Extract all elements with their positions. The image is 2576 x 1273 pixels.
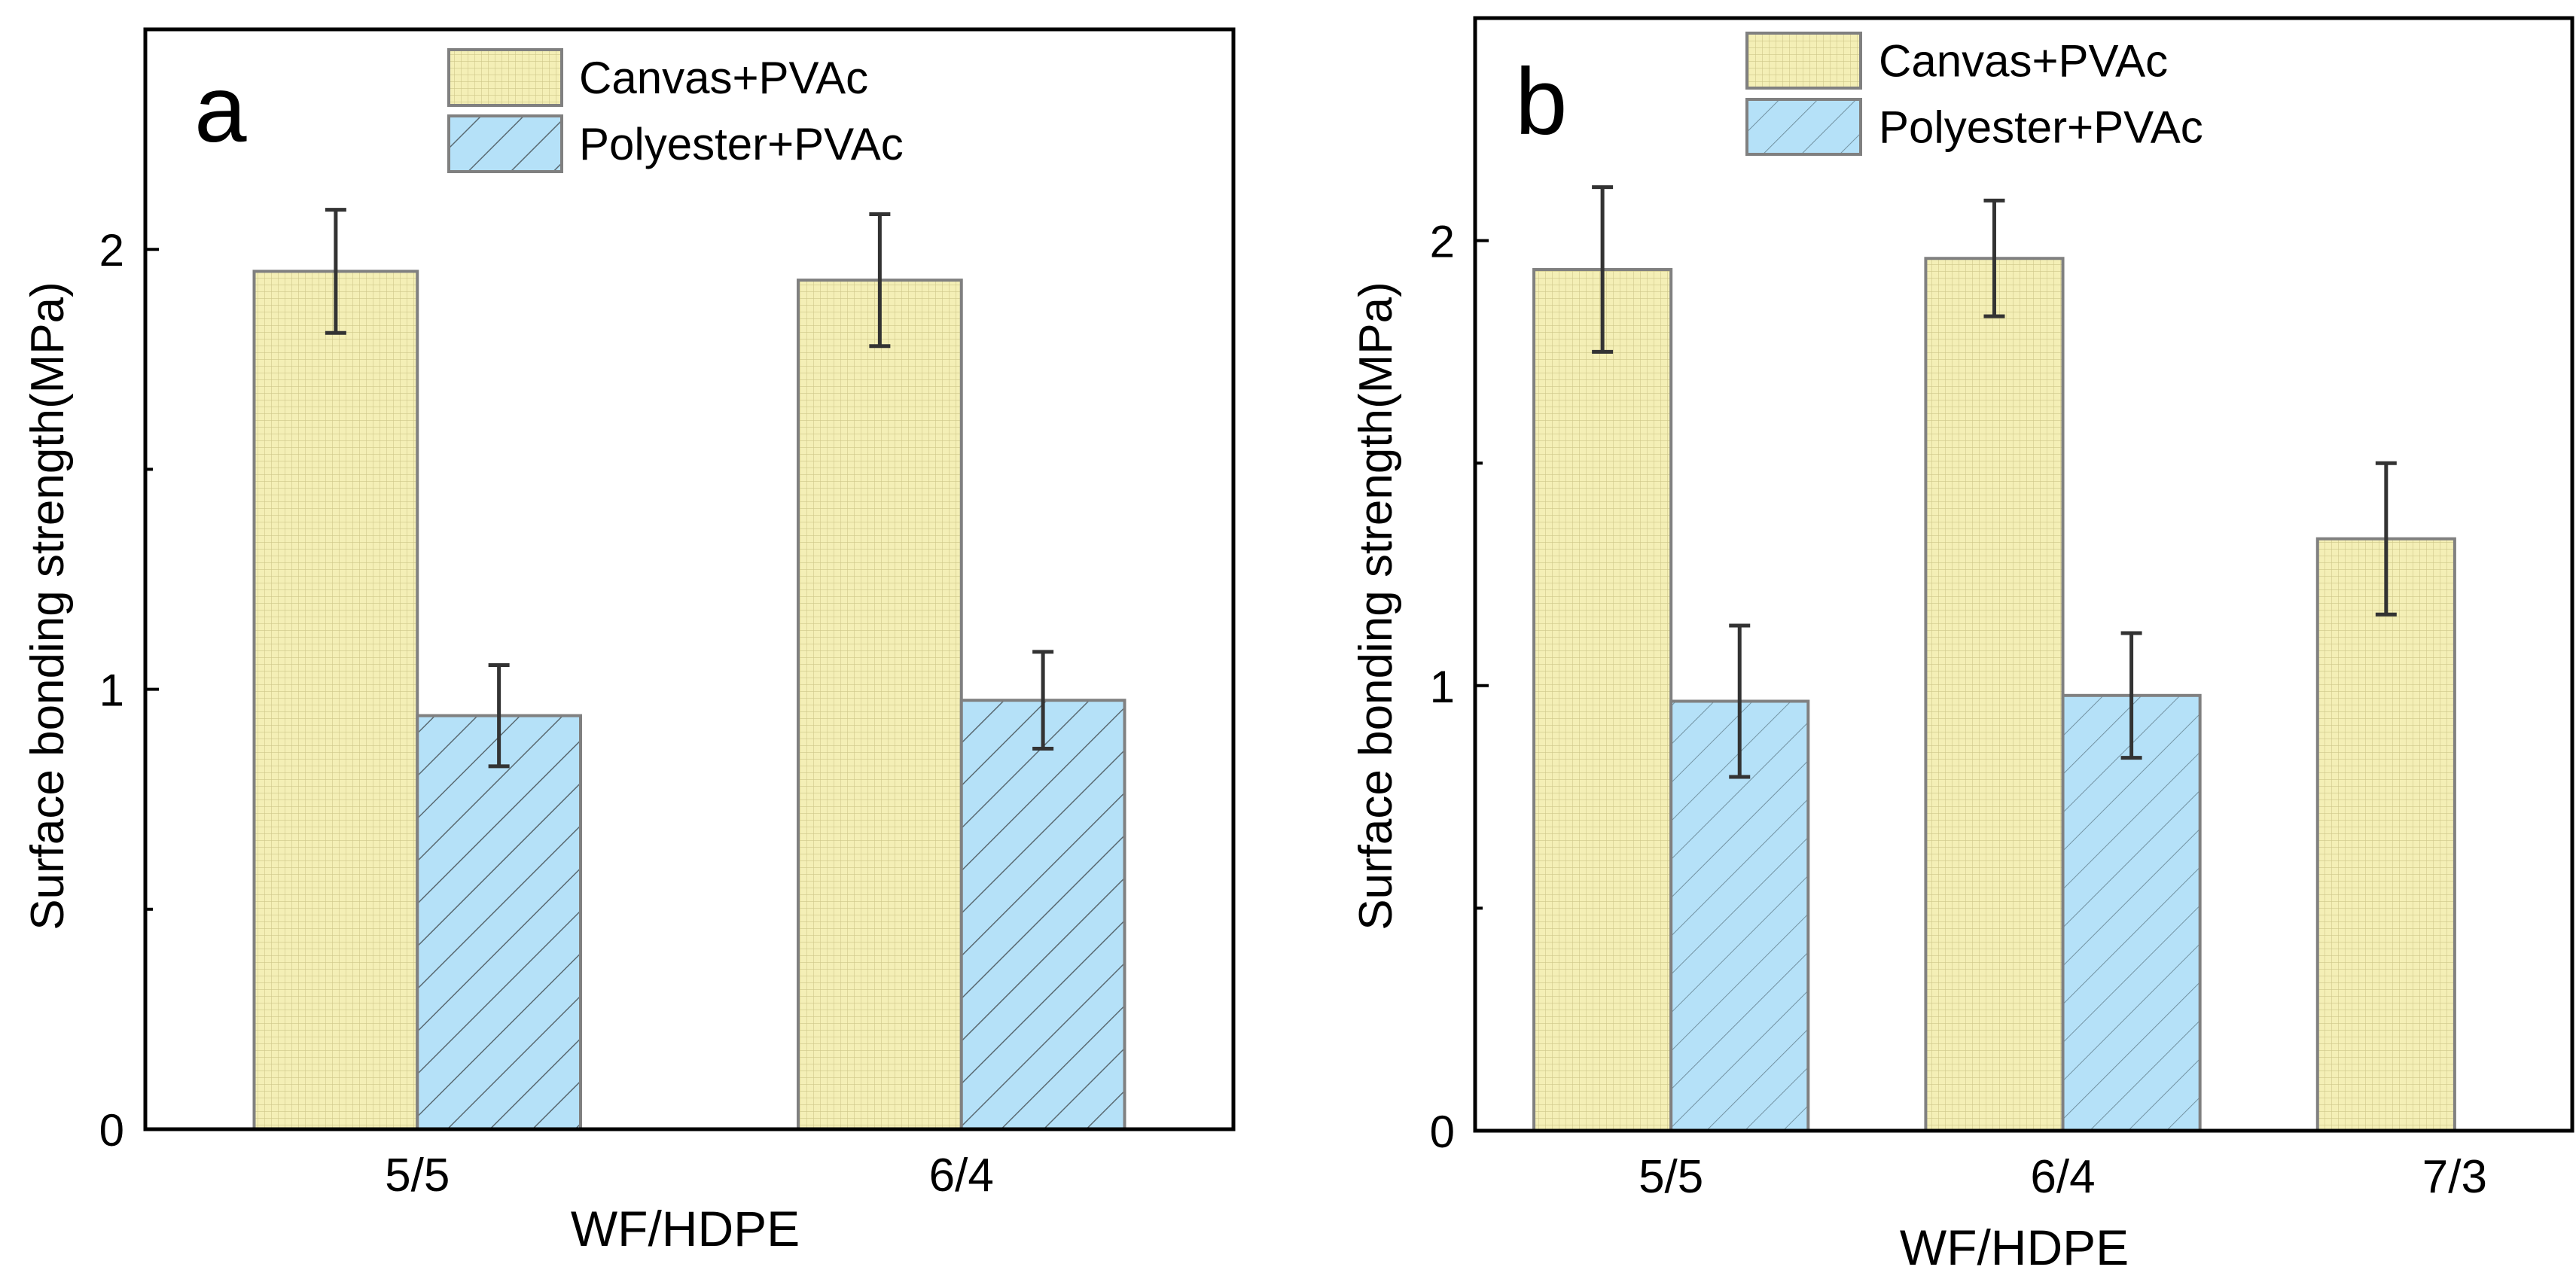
y-axis-label: Surface bonding strength(MPa) (22, 282, 74, 930)
y-tick-label: 2 (99, 225, 124, 276)
y-tick-label: 1 (99, 665, 124, 716)
legend-label: Canvas+PVAc (1879, 36, 2168, 87)
x-tick-label: 6/4 (2030, 1151, 2095, 1203)
x-tick-label: 5/5 (1639, 1151, 1703, 1203)
panel-b: 0 1 2 5/5 6/4 7/3 WF/HDPE Surface bonding stren… (1350, 16, 2574, 1273)
y-tick-label: 0 (1430, 1107, 1455, 1157)
legend-swatch-polyester (447, 114, 563, 173)
legend-label: Canvas+PVAc (579, 53, 868, 103)
legend-swatch-canvas (1745, 32, 1862, 90)
y-tick-label: 1 (1430, 662, 1455, 712)
panel-label: a (194, 57, 247, 162)
x-tick-label: 6/4 (929, 1150, 994, 1201)
legend-swatch-canvas (447, 48, 563, 107)
legend-label: Polyester+PVAc (1879, 102, 2203, 153)
bar-polyester-1 (2061, 693, 2202, 1132)
panel-a: 0 1 2 5/5 6/4 WF/HDPE Surface bonding strength… (22, 27, 1236, 1256)
x-axis-label: WF/HDPE (1900, 1220, 2129, 1273)
bar-canvas-1 (797, 279, 963, 1131)
y-tick-label: 0 (99, 1105, 124, 1156)
legend-swatch-polyester (1745, 98, 1862, 156)
y-axis-label: Surface bonding strength(MPa) (1350, 282, 1402, 930)
bar-canvas-2 (2315, 537, 2456, 1132)
x-axis-label: WF/HDPE (571, 1201, 800, 1256)
x-tick-label: 5/5 (385, 1150, 450, 1201)
x-tick-label: 7/3 (2422, 1151, 2487, 1203)
bar-canvas-0 (252, 270, 419, 1131)
panel-label: b (1515, 50, 1568, 154)
axes-frame (1473, 16, 2574, 1133)
bar-polyester-1 (959, 699, 1126, 1131)
bar-polyester-0 (416, 714, 582, 1131)
axes-frame (143, 27, 1236, 1131)
y-tick-label: 2 (1430, 217, 1455, 267)
bar-canvas-0 (1532, 268, 1673, 1133)
bar-canvas-1 (1924, 257, 2065, 1132)
legend-label: Polyester+PVAc (579, 119, 904, 169)
